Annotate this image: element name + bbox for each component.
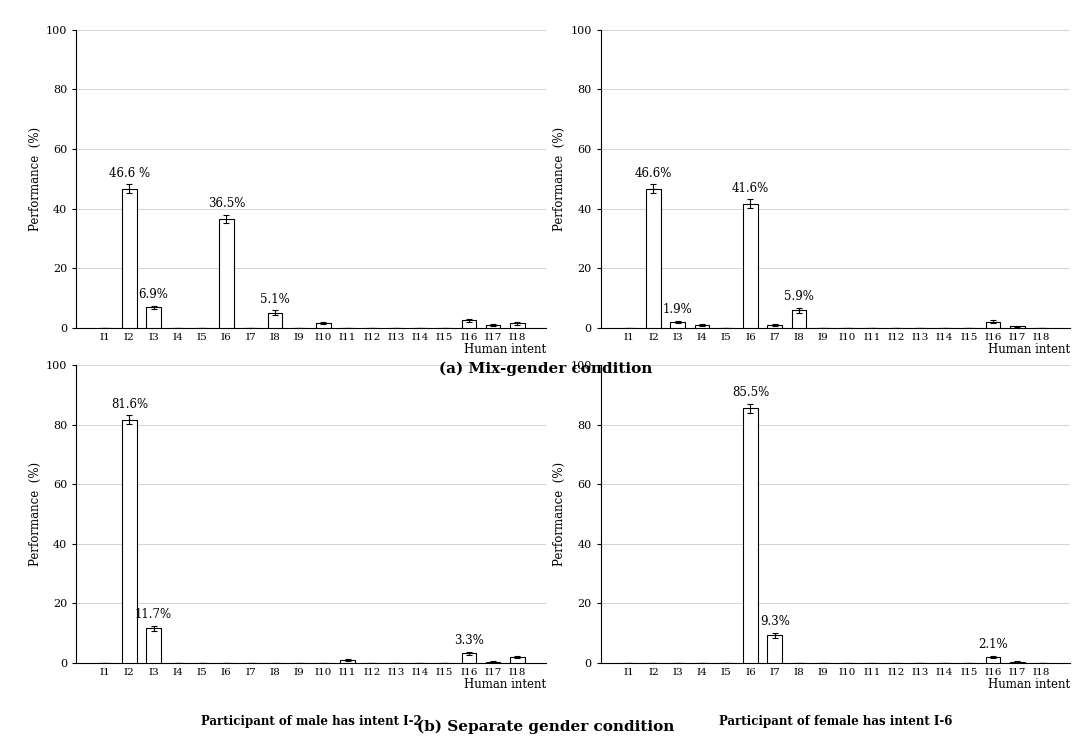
Text: (a) Mix-gender condition: (a) Mix-gender condition — [439, 361, 653, 376]
Bar — [510, 323, 524, 328]
Bar — [670, 322, 685, 328]
Bar — [744, 408, 758, 663]
X-axis label: Human intent: Human intent — [464, 678, 546, 691]
Bar — [986, 322, 1000, 328]
Bar — [146, 628, 161, 663]
Text: 81.6%: 81.6% — [110, 398, 147, 411]
Text: 1.9%: 1.9% — [663, 303, 692, 317]
Bar — [646, 189, 661, 328]
Text: 6.9%: 6.9% — [139, 288, 168, 301]
Text: Participant of female has intent I-6: Participant of female has intent I-6 — [719, 715, 952, 728]
Bar — [768, 635, 782, 663]
Bar — [792, 310, 806, 328]
Bar — [1010, 326, 1024, 328]
Bar — [146, 307, 161, 328]
Text: 36.5%: 36.5% — [207, 197, 245, 210]
Bar — [1010, 662, 1024, 663]
Bar — [268, 313, 282, 328]
Text: 46.6%: 46.6% — [634, 167, 673, 180]
Text: 2.1%: 2.1% — [978, 638, 1008, 651]
Bar — [316, 323, 331, 328]
Text: Participant of female has intent I-6: Participant of female has intent I-6 — [719, 380, 952, 393]
Text: 5.9%: 5.9% — [784, 291, 814, 303]
Y-axis label: Performance  (%): Performance (%) — [28, 127, 41, 231]
Bar — [486, 662, 500, 663]
Y-axis label: Performance  (%): Performance (%) — [553, 127, 566, 231]
Bar — [486, 325, 500, 328]
Text: 85.5%: 85.5% — [732, 387, 769, 399]
Text: Participant of male has intent I-2: Participant of male has intent I-2 — [201, 715, 422, 728]
Text: 11.7%: 11.7% — [135, 609, 173, 621]
Text: 46.6 %: 46.6 % — [109, 167, 150, 180]
Bar — [768, 325, 782, 328]
Bar — [510, 657, 524, 663]
Text: Participant of male has intent I-2: Participant of male has intent I-2 — [201, 380, 422, 393]
Y-axis label: Performance  (%): Performance (%) — [553, 462, 566, 566]
Text: 3.3%: 3.3% — [454, 634, 484, 647]
Text: 41.6%: 41.6% — [732, 182, 769, 195]
Text: 9.3%: 9.3% — [760, 615, 790, 629]
Bar — [219, 219, 234, 328]
X-axis label: Human intent: Human intent — [988, 343, 1070, 356]
Bar — [122, 420, 136, 663]
Bar — [462, 320, 476, 328]
Bar — [462, 653, 476, 663]
Bar — [122, 189, 136, 328]
Bar — [341, 660, 355, 663]
Text: 5.1%: 5.1% — [260, 293, 289, 305]
Bar — [695, 325, 710, 328]
Y-axis label: Performance  (%): Performance (%) — [28, 462, 41, 566]
Bar — [986, 657, 1000, 663]
X-axis label: Human intent: Human intent — [464, 343, 546, 356]
Bar — [744, 204, 758, 328]
Text: (b) Separate gender condition: (b) Separate gender condition — [417, 719, 675, 734]
X-axis label: Human intent: Human intent — [988, 678, 1070, 691]
